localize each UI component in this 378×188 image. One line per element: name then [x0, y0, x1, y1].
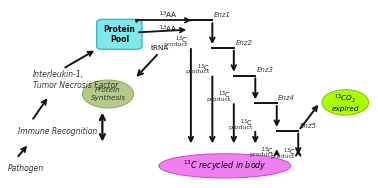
Text: Enz2: Enz2 — [235, 40, 253, 46]
Text: Protein
Synthesis: Protein Synthesis — [90, 87, 125, 101]
Text: product: product — [185, 69, 209, 74]
Text: $^{13}$C: $^{13}$C — [261, 145, 274, 157]
Text: product: product — [164, 42, 188, 47]
Text: Enz5: Enz5 — [300, 123, 317, 129]
Text: $^{13}$C: $^{13}$C — [218, 90, 231, 101]
Text: Enz3: Enz3 — [257, 67, 274, 73]
Text: Immune Recognition: Immune Recognition — [18, 127, 97, 136]
Text: Enz1: Enz1 — [214, 12, 231, 18]
Text: Interleukin-1,
Tumor Necrosis Factor: Interleukin-1, Tumor Necrosis Factor — [33, 70, 118, 90]
Text: $^{13}$C: $^{13}$C — [175, 35, 188, 46]
Text: $^{13}$C recycled in body: $^{13}$C recycled in body — [183, 159, 267, 173]
Text: $^{13}$AA: $^{13}$AA — [159, 10, 177, 21]
Ellipse shape — [82, 80, 134, 108]
FancyBboxPatch shape — [97, 19, 142, 49]
Text: $^{13}$C: $^{13}$C — [240, 118, 252, 129]
Text: $^{13}$C: $^{13}$C — [197, 62, 209, 74]
Ellipse shape — [159, 154, 291, 178]
Text: Enz4: Enz4 — [278, 95, 295, 101]
Text: $^{13}$CO$_2$
expired: $^{13}$CO$_2$ expired — [332, 93, 359, 112]
Text: $^{13}$C: $^{13}$C — [283, 147, 295, 158]
Ellipse shape — [322, 90, 369, 115]
Text: Protein
Pool: Protein Pool — [104, 25, 135, 44]
Text: product: product — [271, 154, 295, 159]
Text: product: product — [228, 124, 252, 130]
Text: product: product — [249, 152, 274, 157]
Text: $^{13}$AA: $^{13}$AA — [159, 24, 177, 35]
Text: product: product — [206, 97, 231, 102]
Text: tRNA: tRNA — [151, 45, 170, 51]
Text: Pathogen: Pathogen — [8, 164, 45, 173]
